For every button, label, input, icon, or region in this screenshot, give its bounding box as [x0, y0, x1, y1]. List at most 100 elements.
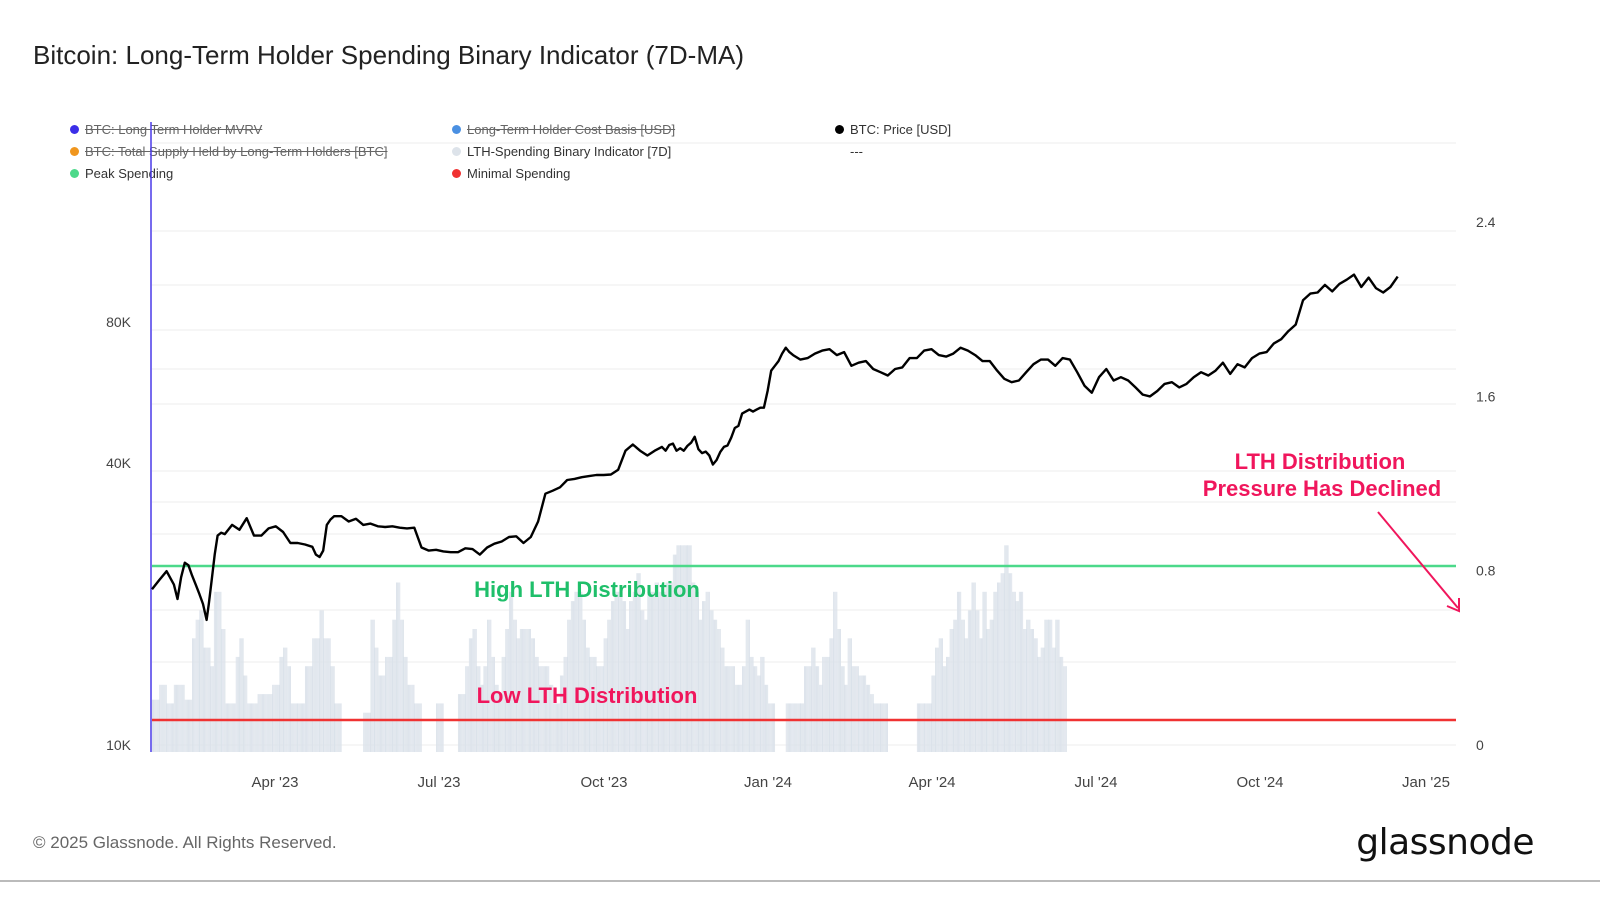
indicator-bar — [582, 619, 584, 752]
indicator-bar — [877, 703, 879, 752]
indicator-bar — [978, 638, 980, 752]
indicator-bar — [437, 703, 439, 752]
indicator-bar — [384, 675, 386, 752]
indicator-bar — [159, 684, 161, 752]
indicator-bar — [520, 629, 522, 752]
indicator-bar — [161, 684, 163, 752]
indicator-bar — [168, 703, 170, 752]
glassnode-logo: glassnode — [1356, 822, 1534, 863]
indicator-bar — [270, 694, 272, 752]
indicator-bar — [571, 601, 573, 752]
x-tick-label: Jul '24 — [1075, 774, 1118, 791]
indicator-bar — [706, 591, 708, 752]
legend-item-binary-indicator[interactable]: LTH-Spending Binary Indicator [7D] — [452, 144, 671, 159]
indicator-bar — [1056, 619, 1058, 752]
indicator-bar — [964, 638, 966, 752]
indicator-bar — [681, 545, 683, 752]
indicator-bar — [263, 694, 264, 752]
indicator-bar — [152, 699, 153, 752]
indicator-bar — [634, 591, 636, 752]
indicator-bar — [540, 666, 542, 752]
indicator-bar — [667, 582, 669, 752]
indicator-bar — [868, 684, 870, 752]
indicator-bar — [592, 656, 594, 752]
indicator-bar — [1048, 619, 1049, 752]
indicator-bar — [457, 694, 459, 752]
indicator-bar — [804, 666, 805, 752]
indicator-bar — [869, 694, 871, 752]
indicator-bar — [473, 629, 475, 752]
indicator-bar — [692, 582, 694, 752]
legend-dot-icon — [70, 147, 79, 156]
indicator-bar — [1038, 656, 1040, 752]
indicator-bar — [967, 610, 969, 752]
indicator-bar — [413, 684, 415, 752]
indicator-bar — [769, 703, 771, 752]
legend-item-dashes[interactable]: --- — [850, 144, 863, 159]
indicator-bar — [364, 712, 366, 752]
legend-item-minimal-spending[interactable]: Minimal Spending — [452, 166, 570, 181]
indicator-bar — [965, 638, 967, 752]
indicator-bar — [709, 610, 711, 752]
btc-price-line — [151, 273, 1399, 622]
indicator-bar — [327, 638, 329, 752]
indicator-bar — [854, 666, 856, 752]
indicator-bar — [375, 647, 377, 752]
indicator-bar — [714, 619, 715, 752]
indicator-bar — [947, 656, 949, 752]
indicator-bar — [930, 703, 932, 752]
indicator-bar — [549, 684, 550, 752]
indicator-bar — [672, 554, 674, 752]
legend-item-lth-supply[interactable]: BTC: Total Supply Held by Long-Term Hold… — [70, 144, 388, 159]
indicator-bar — [1022, 629, 1024, 752]
indicator-bar — [490, 656, 492, 752]
legend-item-lth-mvrv[interactable]: BTC: Long Term Holder MVRV — [70, 122, 262, 137]
indicator-bar — [837, 629, 839, 752]
indicator-bar — [931, 675, 933, 752]
indicator-bar — [935, 647, 937, 752]
indicator-bar — [716, 629, 718, 752]
indicator-bar — [602, 666, 604, 752]
legend-item-lth-cost-basis[interactable]: Long-Term Holder Cost Basis [USD] — [452, 122, 675, 137]
indicator-bar — [324, 638, 326, 752]
legend-dot-icon — [452, 125, 461, 134]
indicator-bar — [925, 703, 927, 752]
indicator-bar — [317, 638, 319, 752]
x-tick-label: Oct '24 — [1236, 774, 1283, 791]
indicator-bar — [991, 619, 993, 752]
indicator-bar — [645, 619, 647, 752]
indicator-bar — [464, 694, 466, 752]
indicator-bar — [796, 703, 798, 752]
indicator-bar — [827, 656, 829, 752]
indicator-bar — [865, 684, 867, 752]
indicator-bar — [525, 629, 527, 752]
indicator-bar — [768, 703, 770, 752]
indicator-bar — [186, 699, 188, 752]
indicator-bar — [536, 656, 538, 752]
indicator-bar — [790, 703, 792, 752]
indicator-bar — [387, 656, 389, 752]
indicator-bar — [696, 591, 698, 752]
indicator-bar — [319, 610, 321, 752]
indicator-bar — [311, 666, 313, 752]
indicator-bar — [717, 629, 719, 752]
indicator-bar — [462, 694, 464, 752]
indicator-bar — [495, 684, 497, 752]
indicator-bar — [541, 666, 543, 752]
indicator-bar — [330, 666, 332, 752]
legend-item-btc-price[interactable]: BTC: Price [USD] — [835, 122, 951, 137]
indicator-bar — [773, 703, 774, 752]
indicator-bar — [797, 703, 799, 752]
indicator-bar — [188, 699, 189, 752]
indicator-bar — [961, 619, 963, 752]
indicator-bar — [1015, 601, 1017, 752]
indicator-bar — [982, 591, 984, 752]
indicator-bar — [240, 638, 242, 752]
indicator-bar — [543, 666, 545, 752]
indicator-bar — [465, 666, 467, 752]
indicator-bar — [484, 666, 486, 752]
indicator-bar — [754, 666, 755, 752]
indicator-bar — [883, 703, 885, 752]
indicator-bar — [269, 694, 271, 752]
